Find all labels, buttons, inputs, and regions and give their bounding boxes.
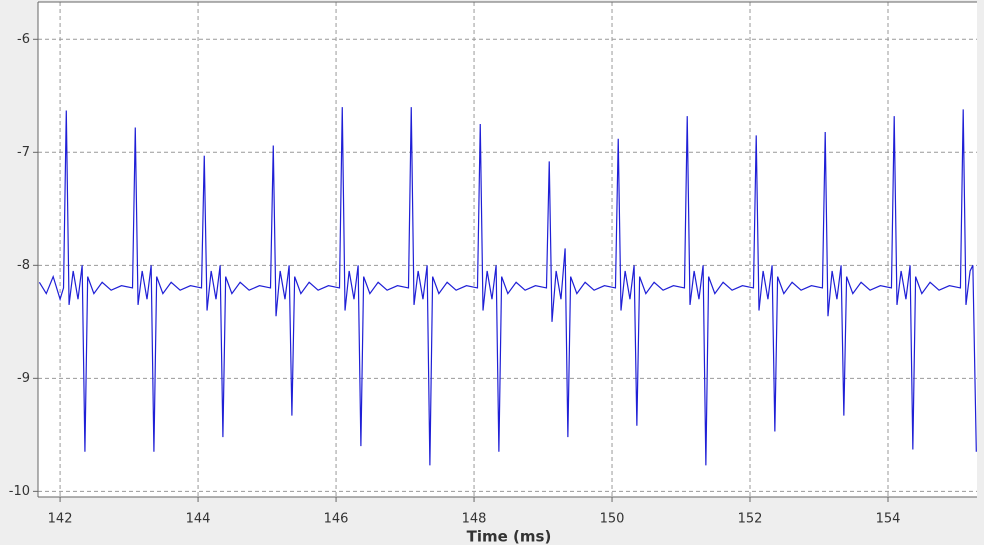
x-tick-label: 148 — [462, 512, 487, 527]
y-tick-label: -7 — [17, 145, 30, 160]
y-tick-label: -6 — [17, 32, 30, 47]
plot-area — [38, 2, 977, 497]
y-tick-label: -10 — [9, 484, 30, 499]
x-tick-label: 146 — [324, 512, 349, 527]
x-tick-label: 150 — [600, 512, 625, 527]
grid — [38, 2, 977, 497]
y-tick-label: -9 — [17, 371, 30, 386]
marks — [38, 107, 977, 466]
y-tick-label: -8 — [17, 258, 30, 273]
x-axis-title: Time (ms) — [467, 528, 552, 545]
x-tick-label: 144 — [186, 512, 211, 527]
x-tick-label: 142 — [48, 512, 73, 527]
signal-line — [38, 107, 977, 466]
x-tick-label: 154 — [876, 512, 901, 527]
x-tick-label: 152 — [738, 512, 763, 527]
